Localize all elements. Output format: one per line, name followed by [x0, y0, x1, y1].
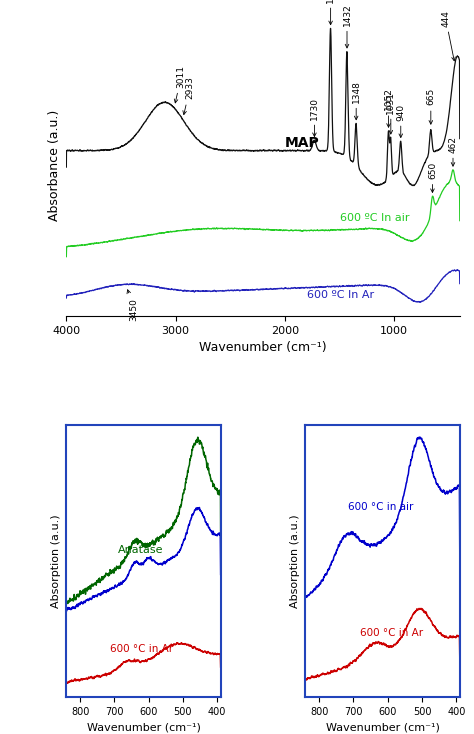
Text: 462: 462 — [448, 136, 457, 166]
Text: 600 °C in air: 600 °C in air — [348, 502, 414, 512]
Y-axis label: Absorption (a.u.): Absorption (a.u.) — [51, 515, 61, 608]
Text: 650: 650 — [428, 161, 437, 192]
Text: 600 ºC In air: 600 ºC In air — [339, 213, 409, 223]
Text: 1432: 1432 — [343, 3, 352, 48]
Text: Anatase: Anatase — [118, 545, 163, 556]
Text: 940: 940 — [396, 103, 405, 137]
Text: 600 °C in Ar: 600 °C in Ar — [360, 628, 423, 638]
Text: 1582: 1582 — [326, 0, 335, 25]
X-axis label: Wavenumber (cm⁻¹): Wavenumber (cm⁻¹) — [326, 722, 439, 733]
Text: 665: 665 — [426, 88, 435, 124]
Text: 1730: 1730 — [310, 97, 319, 137]
Text: 2933: 2933 — [183, 76, 194, 115]
Text: 1052: 1052 — [384, 87, 393, 127]
Text: 600 °C in Ar: 600 °C in Ar — [110, 644, 173, 654]
Text: 600 ºC In Ar: 600 ºC In Ar — [307, 290, 374, 299]
Text: 1031: 1031 — [386, 90, 395, 134]
Text: 3011: 3011 — [174, 65, 186, 103]
Text: 1348: 1348 — [352, 80, 361, 120]
X-axis label: Wavenumber (cm⁻¹): Wavenumber (cm⁻¹) — [87, 722, 201, 733]
Y-axis label: Absorbance (a.u.): Absorbance (a.u.) — [48, 109, 61, 221]
Text: 444: 444 — [441, 10, 456, 61]
Y-axis label: Absorption (a.u.): Absorption (a.u.) — [290, 515, 300, 608]
Text: 3450: 3450 — [127, 290, 138, 321]
Text: MAP: MAP — [285, 136, 319, 150]
X-axis label: Wavenumber (cm⁻¹): Wavenumber (cm⁻¹) — [199, 341, 327, 354]
